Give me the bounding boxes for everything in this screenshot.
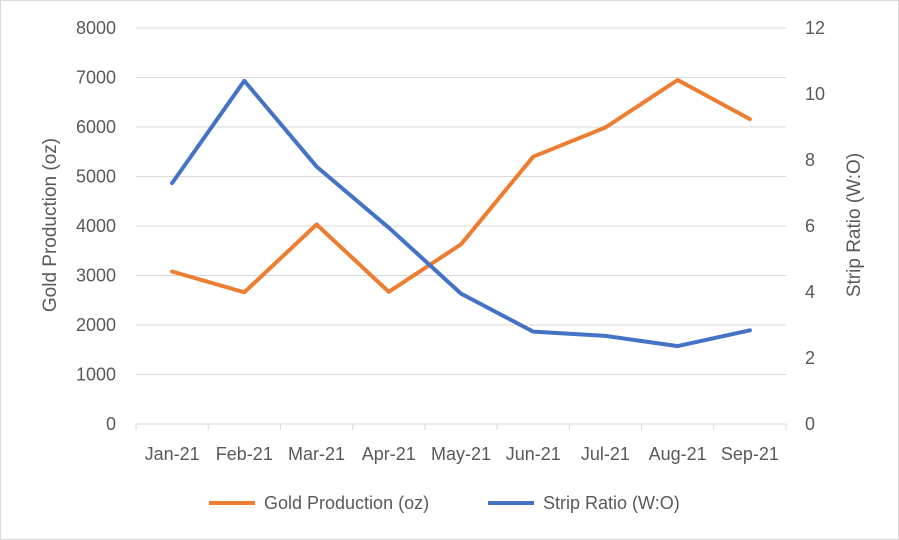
left-tick-label: 2000 — [76, 315, 116, 335]
right-tick-label: 2 — [805, 348, 815, 368]
left-tick-label: 6000 — [76, 117, 116, 137]
right-tick-label: 10 — [805, 84, 825, 104]
left-axis-title: Gold Production (oz) — [40, 138, 61, 312]
right-tick-label: 0 — [805, 414, 815, 434]
left-tick-label: 3000 — [76, 266, 116, 286]
x-tick-label: Jul-21 — [581, 444, 630, 464]
right-axis-ticks: 0 2 4 6 8 10 12 — [805, 18, 825, 434]
left-tick-label: 1000 — [76, 365, 116, 385]
x-tick-label: Jan-21 — [145, 444, 200, 464]
legend-label: Gold Production (oz) — [264, 493, 429, 513]
left-tick-label: 8000 — [76, 18, 116, 38]
x-tick-label: May-21 — [431, 444, 491, 464]
x-axis-ticks: Jan-21 Feb-21 Mar-21 Apr-21 May-21 Jun-21 Jul-… — [145, 444, 779, 464]
series-line-1 — [170, 78, 752, 295]
series-line-2 — [170, 78, 752, 349]
right-axis-title: Strip Ratio (W:O) — [844, 153, 865, 297]
right-tick-label: 8 — [805, 150, 815, 170]
right-tick-label: 4 — [805, 282, 815, 302]
gridlines — [135, 27, 787, 430]
left-tick-label: 4000 — [76, 216, 116, 236]
x-tick-label: Sep-21 — [721, 444, 779, 464]
left-tick-label: 7000 — [76, 68, 116, 88]
x-tick-label: Mar-21 — [288, 444, 345, 464]
left-tick-label: 0 — [106, 414, 116, 434]
right-tick-label: 6 — [805, 216, 815, 236]
left-axis-ticks: 0 1000 2000 3000 4000 5000 6000 7000 8000 — [76, 18, 116, 434]
left-tick-label: 5000 — [76, 167, 116, 187]
x-tick-label: Jun-21 — [506, 444, 561, 464]
x-tick-label: Feb-21 — [216, 444, 273, 464]
series-lines — [170, 78, 752, 349]
x-tick-label: Aug-21 — [649, 444, 707, 464]
legend: Gold Production (oz) Strip Ratio (W:O) — [209, 493, 680, 513]
legend-label: Strip Ratio (W:O) — [543, 493, 680, 513]
x-tick-label: Apr-21 — [362, 444, 416, 464]
right-tick-label: 12 — [805, 18, 825, 38]
